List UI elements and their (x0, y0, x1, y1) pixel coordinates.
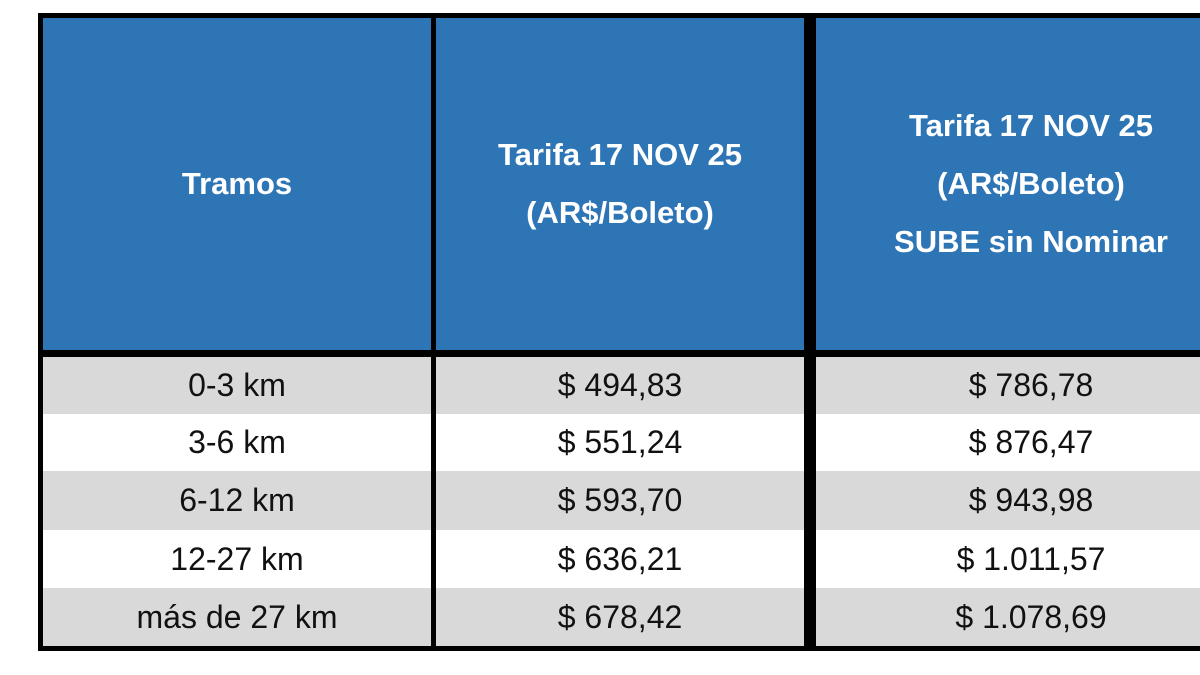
table-cell: $ 943,98 (816, 471, 1200, 530)
header-line: Tarifa 17 NOV 25 (908, 108, 1154, 143)
header-line: SUBE sin Nominar (894, 224, 1168, 259)
table-cell: $ 494,83 (436, 357, 804, 414)
table-cell: $ 876,47 (816, 414, 1200, 471)
table-cell: $ 551,24 (436, 414, 804, 471)
header-line: Tarifa 17 NOV 25 (497, 137, 743, 172)
table-cell: $ 786,78 (816, 357, 1200, 414)
column-header: Tarifa 17 NOV 25 (AR$/Boleto) SUBE sin Nom… (816, 18, 1200, 350)
table-cell: $ 678,42 (436, 588, 804, 646)
table-cell: 12-27 km (43, 530, 431, 588)
header-line: Tramos (181, 166, 293, 201)
table-cell: 6-12 km (43, 471, 431, 530)
header-line: (AR$/Boleto) (526, 195, 714, 230)
table-cell: más de 27 km (43, 588, 431, 646)
table-cell: $ 1.011,57 (816, 530, 1200, 588)
table-cell: 0-3 km (43, 357, 431, 414)
table-cell: $ 1.078,69 (816, 588, 1200, 646)
column-header: Tarifa 17 NOV 25 (AR$/Boleto) (436, 18, 804, 350)
column-header: Tramos (43, 18, 431, 350)
header-line: (AR$/Boleto) (937, 166, 1125, 201)
table-cell: 3-6 km (43, 414, 431, 471)
table-cell: $ 593,70 (436, 471, 804, 530)
table-cell: $ 636,21 (436, 530, 804, 588)
fare-table: Tramos Tarifa 17 NOV 25 (AR$/Boleto) Tarifa… (38, 13, 1200, 651)
